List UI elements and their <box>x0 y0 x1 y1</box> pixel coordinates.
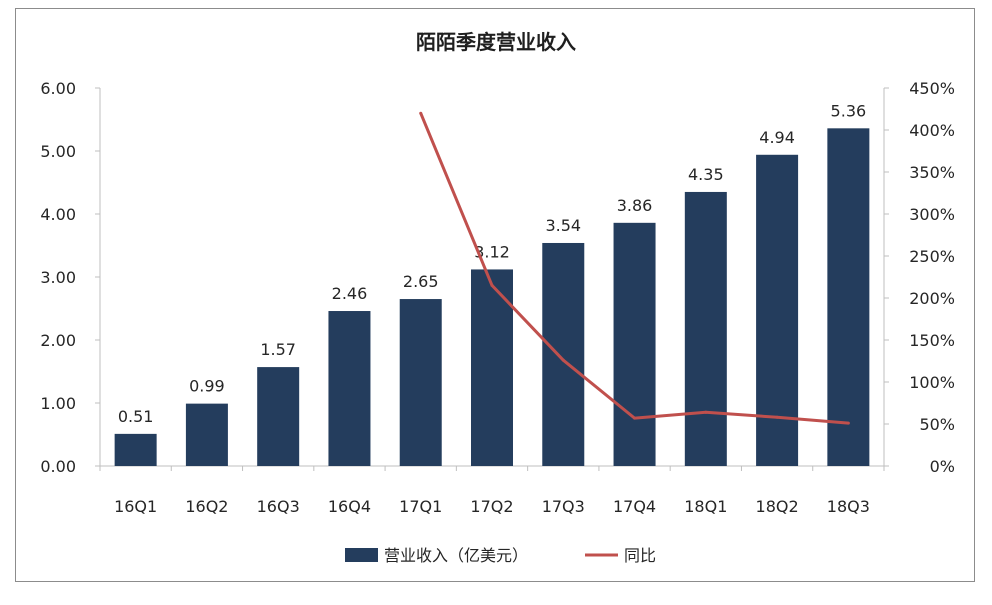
y-right-tick-label: 0% <box>930 457 955 476</box>
bar <box>827 128 870 466</box>
x-tick-label: 16Q3 <box>257 497 300 516</box>
bar-data-label: 4.35 <box>688 165 724 184</box>
y-left-tick-label: 3.00 <box>40 268 76 287</box>
legend-bar-swatch <box>345 548 378 562</box>
y-right-tick-label: 350% <box>909 163 955 182</box>
x-tick-label: 16Q4 <box>328 497 371 516</box>
bar-series <box>114 128 870 466</box>
y-left-tick-label: 4.00 <box>40 205 76 224</box>
yoy-point <box>704 410 708 414</box>
bar-data-label: 4.94 <box>759 128 795 147</box>
yoy-point <box>561 358 565 362</box>
yoy-point <box>490 283 494 287</box>
bar-data-label: 1.57 <box>260 340 296 359</box>
y-right-tick-label: 400% <box>909 121 955 140</box>
y-left-tick-label: 2.00 <box>40 331 76 350</box>
bar <box>185 403 228 466</box>
yoy-point <box>775 415 779 419</box>
bar <box>756 154 799 466</box>
x-tick-label: 17Q3 <box>542 497 585 516</box>
y-left-tick-label: 0.00 <box>40 457 76 476</box>
bar-data-label: 0.99 <box>189 377 225 396</box>
y-right-tick-label: 150% <box>909 331 955 350</box>
bar-data-label: 3.86 <box>617 196 653 215</box>
x-tick-label: 16Q1 <box>114 497 157 516</box>
bar <box>542 242 585 466</box>
chart-title: 陌陌季度营业收入 <box>416 30 576 54</box>
line-series <box>419 111 850 425</box>
bar-data-label: 3.54 <box>545 216 581 235</box>
bar-data-label: 2.65 <box>403 272 439 291</box>
axes: 0.00 1.00 2.00 3.00 4.00 5.00 6.00 0% 50% 100% 150… <box>40 79 955 516</box>
bar <box>257 367 300 466</box>
yoy-point <box>419 111 423 115</box>
x-tick-label: 16Q2 <box>185 497 228 516</box>
bar <box>399 299 442 466</box>
yoy-point <box>633 416 637 420</box>
y-right-tick-label: 300% <box>909 205 955 224</box>
bar-data-labels: 0.51 0.99 1.57 2.46 2.65 3.12 3.54 3.86 4.35 4.94… <box>118 101 866 426</box>
bar <box>684 191 727 466</box>
legend-line-label: 同比 <box>624 546 656 565</box>
y-right-tick-label: 100% <box>909 373 955 392</box>
x-tick-label: 18Q2 <box>756 497 799 516</box>
y-right-tick-label: 50% <box>919 415 955 434</box>
y-right-tick-label: 200% <box>909 289 955 308</box>
legend: 营业收入（亿美元） 同比 <box>345 546 656 565</box>
bar-data-label: 2.46 <box>332 284 368 303</box>
bar <box>328 311 371 466</box>
x-tick-label: 18Q3 <box>827 497 870 516</box>
bar-data-label: 5.36 <box>831 101 867 120</box>
y-right-tick-label: 250% <box>909 247 955 266</box>
legend-bar-label: 营业收入（亿美元） <box>384 546 528 565</box>
yoy-point <box>846 421 850 425</box>
y-left-tick-label: 5.00 <box>40 142 76 161</box>
bar-data-label: 0.51 <box>118 407 154 426</box>
y-left-tick-label: 1.00 <box>40 394 76 413</box>
x-tick-label: 17Q4 <box>613 497 656 516</box>
bar-data-label: 3.12 <box>474 242 510 261</box>
x-tick-label: 18Q1 <box>684 497 727 516</box>
bar <box>613 222 656 466</box>
y-left-tick-label: 6.00 <box>40 79 76 98</box>
x-tick-label: 17Q1 <box>399 497 442 516</box>
bar <box>114 433 157 466</box>
y-right-tick-label: 450% <box>909 79 955 98</box>
x-tick-label: 17Q2 <box>470 497 513 516</box>
